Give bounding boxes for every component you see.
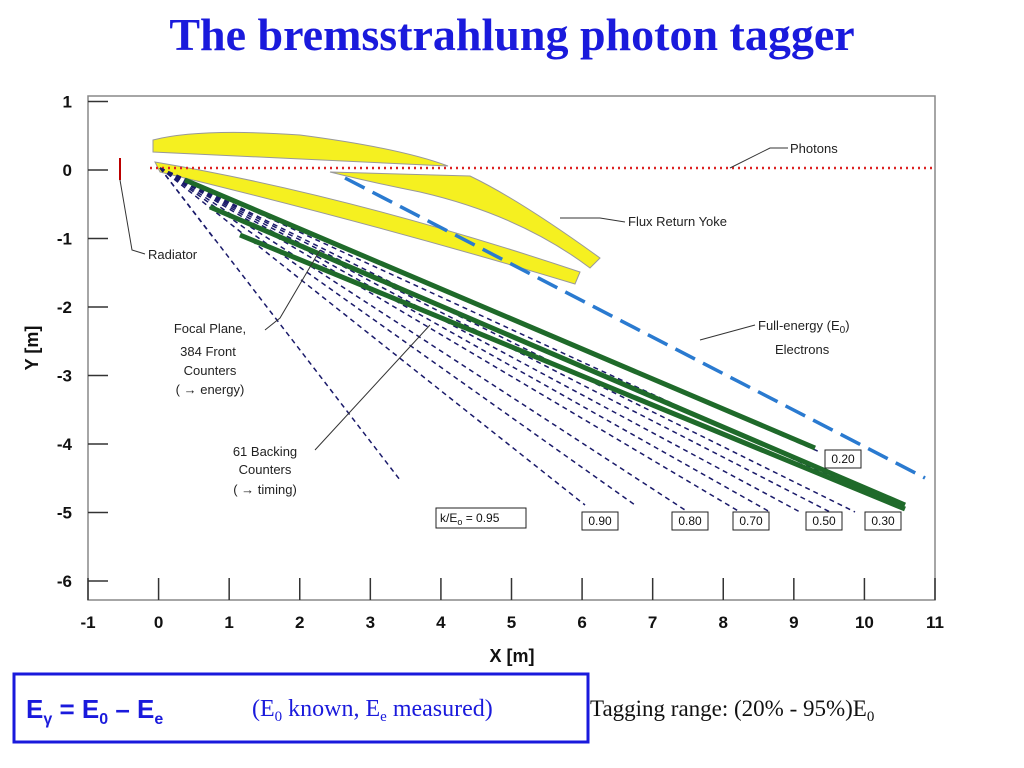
value-box [581,511,619,531]
y-tick-label: -4 [57,435,73,454]
box-label: 0.70 [739,514,763,528]
x-tick-label: 10 [855,613,874,632]
label: Photons [790,141,838,156]
box-label: 0.90 [588,514,612,528]
label: Counters [239,462,292,477]
box-label: 0.20 [831,452,855,466]
diagram: Photons Flux Return Yoke Radiator Focal … [22,93,944,667]
label: 61 Backing [233,444,297,459]
tagging-range: Tagging range: (20% - 95%)E0 [590,696,874,725]
focal-plane [184,177,906,512]
box-labels: 0.90 0.80 0.70 0.50 0.30 0.20 [581,449,902,531]
y-tick-label: -6 [57,572,72,591]
x-tick-label: 1 [224,613,233,632]
box-label: 0.50 [812,514,836,528]
x-tick-label: 11 [926,613,944,632]
y-tick-label: -2 [57,298,72,317]
focal-plane-label: Focal Plane, 384 Front Counters ( → ener… [174,321,297,497]
label: ( → energy) [176,382,245,397]
y-tick-label: -1 [57,230,72,249]
label: ( → timing) [233,482,297,497]
label: Electrons [775,342,830,357]
x-tick-label: 5 [507,613,516,632]
note: (E0 known, Ee measured) [252,696,493,725]
k-box [435,507,527,529]
box-label: 0.80 [678,514,702,528]
value-box [864,511,902,531]
x-tick-label: 4 [436,613,446,632]
x-tick-label: 6 [577,613,586,632]
full-energy-beam [344,176,926,480]
y-axis-label: Y [m] [22,326,42,371]
value-box [671,511,709,531]
x-tick-label: 2 [295,613,304,632]
label: Counters [184,363,237,378]
y-tick-label: -5 [57,504,72,523]
x-axis-label: X [m] [490,646,535,666]
value-box [805,511,843,531]
label: 384 Front [180,344,236,359]
x-tick-label: -1 [80,613,95,632]
yoke-bottom [154,161,581,285]
label: Radiator [148,247,198,262]
yoke-top [152,131,449,167]
x-tick-label: 0 [154,613,163,632]
y-tick-label: 0 [63,161,72,180]
label: Flux Return Yoke [628,214,727,229]
formula-box [12,672,590,744]
title: The bremsstrahlung photon tagger [169,9,854,60]
label: Focal Plane, [174,321,246,336]
box-label: 0.30 [871,514,895,528]
formula: Eγ = E0 – Ee [26,694,163,728]
value-box [824,449,862,469]
label: Full-energy (E0) [758,318,850,336]
x-tick-label: 7 [648,613,657,632]
x-tick-label: 3 [366,613,375,632]
k-label: k/Eo = 0.95 [440,511,500,527]
yoke-mid [329,171,601,269]
x-tick-label: 8 [719,613,728,632]
x-tick-label: 9 [789,613,798,632]
leaders [119,147,788,451]
value-box [732,511,770,531]
y-tick-label: -3 [57,367,72,386]
y-tick-label: 1 [63,93,72,112]
